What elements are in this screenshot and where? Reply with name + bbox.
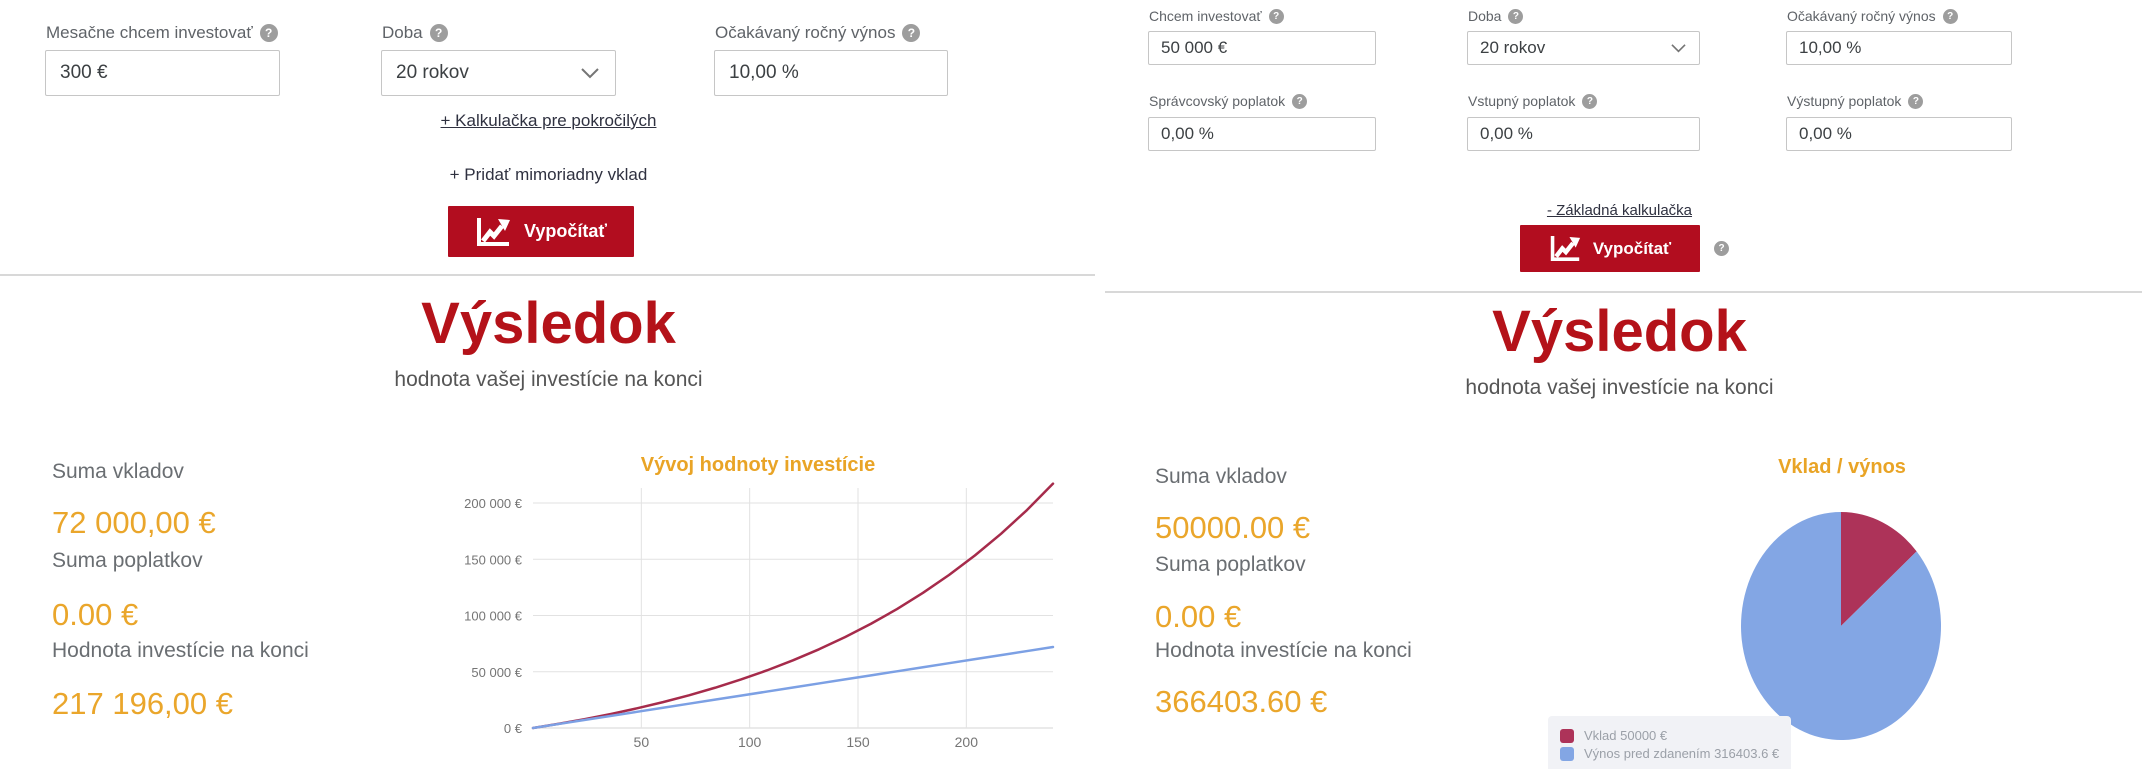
section-divider	[0, 274, 1095, 276]
duration-select-value: 20 rokov	[396, 62, 469, 83]
line-chart-title: Vývoj hodnoty investície	[640, 454, 876, 476]
field-label-invest-amount: Chcem investovať	[1149, 8, 1284, 24]
field-label-text: Chcem investovať	[1149, 8, 1262, 24]
result-title-adv: Výsledok	[1492, 299, 1747, 364]
field-label-text: Doba	[382, 23, 423, 42]
legend-label: Výnos pred zdanením 316403.6 €	[1584, 746, 1780, 761]
field-label-text: Výstupný poplatok	[1787, 93, 1902, 109]
result-value-fees: 0.00 €	[52, 597, 139, 632]
pie-chart-title: Vklad / výnos	[1778, 456, 1906, 478]
result-label-final-value-adv: Hodnota investície na konci	[1155, 639, 1412, 662]
legend-swatch-vynos	[1560, 746, 1574, 761]
help-icon[interactable]	[1582, 93, 1598, 109]
duration-select[interactable]: 20 rokov	[381, 50, 616, 96]
invest-amount-input[interactable]	[1148, 31, 1376, 65]
y-tick-label: 100 000 €	[464, 609, 523, 624]
y-tick-label: 0 €	[504, 721, 523, 736]
series-line	[531, 645, 1055, 730]
help-icon[interactable]	[1268, 8, 1284, 24]
pie-legend: Vklad 50000 € Výnos pred zdanením 316403…	[1548, 716, 1792, 769]
add-extra-deposit-link[interactable]: + Pridať mimoriadny vklad	[449, 165, 648, 184]
result-value-deposits: 72 000,00 €	[52, 505, 216, 540]
help-icon[interactable]	[902, 24, 921, 42]
help-icon[interactable]	[1942, 8, 1958, 24]
basic-calculator-link[interactable]: - Základná kalkulačka	[1546, 202, 1693, 219]
result-value-deposits-adv: 50000.00 €	[1155, 510, 1311, 545]
pie-chart	[1741, 512, 1942, 740]
result-value-fees-adv: 0.00 €	[1155, 599, 1242, 634]
result-label-fees-adv: Suma poplatkov	[1155, 553, 1306, 576]
chart-line-icon	[477, 217, 510, 246]
button-help-icon[interactable]	[1714, 241, 1729, 256]
y-tick-label: 200 000 €	[464, 496, 523, 511]
legend-item: Vklad 50000 €	[1560, 728, 1779, 743]
help-icon[interactable]	[259, 24, 278, 42]
series-line	[531, 482, 1055, 730]
expected-return-input[interactable]	[714, 50, 948, 96]
calculate-button[interactable]: Vypočítať	[448, 206, 634, 257]
duration-select-adv[interactable]: 20 rokov	[1467, 31, 1700, 65]
result-value-final-value: 217 196,00 €	[52, 686, 234, 721]
x-tick-label: 50	[634, 734, 650, 750]
chart-line-icon	[1550, 236, 1580, 261]
result-value-final-value-adv: 366403.60 €	[1155, 684, 1328, 719]
field-label-duration-adv: Doba	[1468, 8, 1524, 24]
duration-select-value: 20 rokov	[1480, 38, 1546, 57]
x-tick-label: 150	[846, 734, 870, 750]
result-subtitle-adv: hodnota vašej investície na konci	[1465, 376, 1774, 399]
calculate-button-label: Vypočítať	[1592, 238, 1672, 258]
y-tick-label: 50 000 €	[471, 665, 522, 680]
management-fee-input[interactable]	[1148, 117, 1376, 151]
section-divider	[1105, 291, 2142, 293]
field-label-management-fee: Správcovský poplatok	[1149, 93, 1308, 109]
help-icon[interactable]	[1292, 93, 1308, 109]
help-icon[interactable]	[429, 24, 448, 42]
monthly-invest-input[interactable]	[45, 50, 280, 96]
x-tick-label: 200	[955, 734, 979, 750]
field-label-duration: Doba	[382, 23, 448, 43]
field-label-text: Očakávaný ročný výnos	[1787, 8, 1936, 24]
result-label-deposits: Suma vkladov	[52, 460, 184, 483]
entry-fee-input[interactable]	[1467, 117, 1700, 151]
field-label-text: Vstupný poplatok	[1468, 93, 1576, 109]
exit-fee-input[interactable]	[1786, 117, 2012, 151]
help-icon[interactable]	[1908, 93, 1924, 109]
result-subtitle: hodnota vašej investície na konci	[394, 368, 703, 391]
field-label-entry-fee: Vstupný poplatok	[1468, 93, 1598, 109]
pie-slice[interactable]	[1741, 512, 1942, 740]
calculate-button-adv[interactable]: Vypočítať	[1520, 225, 1700, 272]
field-label-text: Doba	[1468, 8, 1502, 24]
result-label-deposits-adv: Suma vkladov	[1155, 465, 1287, 488]
field-label-text: Správcovský poplatok	[1149, 93, 1286, 109]
legend-swatch-vklad	[1560, 728, 1574, 743]
legend-label: Vklad 50000 €	[1584, 728, 1668, 743]
field-label-expected-return: Očakávaný ročný výnos	[715, 23, 921, 43]
field-label-exit-fee: Výstupný poplatok	[1787, 93, 1924, 109]
help-icon[interactable]	[1508, 8, 1524, 24]
advanced-calculator-link[interactable]: + Kalkulačka pre pokročilých	[440, 111, 657, 130]
result-label-final-value: Hodnota investície na konci	[52, 639, 309, 662]
field-label-expected-return-adv: Očakávaný ročný výnos	[1787, 8, 1958, 24]
legend-item: Výnos pred zdanením 316403.6 €	[1560, 746, 1779, 761]
calculate-button-label: Vypočítať	[524, 221, 607, 241]
result-title: Výsledok	[421, 291, 676, 356]
chevron-down-icon	[581, 67, 599, 78]
field-label-text: Očakávaný ročný výnos	[715, 23, 896, 42]
field-label-monthly-invest: Mesačne chcem investovať	[46, 23, 278, 43]
field-label-text: Mesačne chcem investovať	[46, 23, 253, 42]
result-label-fees: Suma poplatkov	[52, 549, 203, 572]
line-chart: 0 € 50 000 € 100 000 € 150 000 € 200 000 € 50…	[464, 482, 1055, 750]
pie-slice[interactable]	[1841, 512, 1917, 626]
y-tick-label: 150 000 €	[464, 552, 523, 567]
chevron-down-icon	[1671, 43, 1686, 53]
expected-return-input-adv[interactable]	[1786, 31, 2012, 65]
x-tick-label: 100	[738, 734, 762, 750]
